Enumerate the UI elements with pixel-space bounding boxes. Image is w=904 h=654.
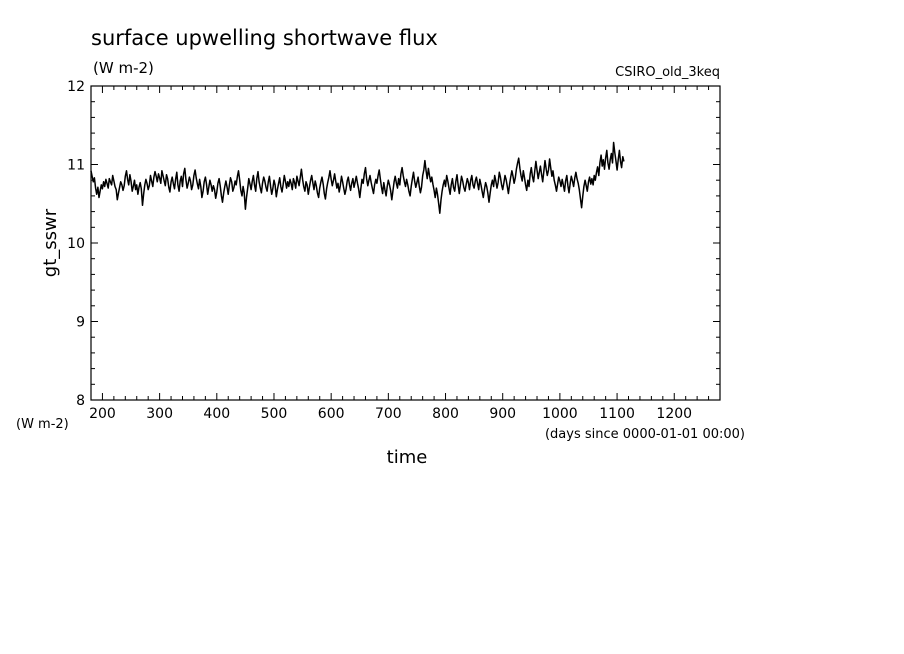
axis-tick-labels: 200 300 400 500 600 700 800 900 1000 1100 1200 8 9 10… xyxy=(67,79,692,422)
x-tick-label: 400 xyxy=(203,406,230,422)
x-tick-label: 200 xyxy=(89,406,116,422)
x-tick-label: 1100 xyxy=(599,406,635,422)
x-axis-label: time xyxy=(387,447,428,468)
x-tick-label: 600 xyxy=(318,406,345,422)
x-tick-label: 800 xyxy=(432,406,459,422)
x-tick-label: 500 xyxy=(261,406,288,422)
x-tick-label: 300 xyxy=(146,406,173,422)
y-tick-label: 8 xyxy=(76,393,85,409)
y-tick-label: 11 xyxy=(67,158,85,174)
axis-ticks xyxy=(90,85,721,401)
y-tick-label: 10 xyxy=(67,236,85,252)
y-tick-label: 9 xyxy=(76,315,85,331)
x-tick-label: 700 xyxy=(375,406,402,422)
chart-title: surface upwelling shortwave flux xyxy=(91,26,438,50)
x-axis-units: (days since 0000-01-01 00:00) xyxy=(545,427,745,442)
plot-frame xyxy=(90,85,721,401)
x-tick-label: 1000 xyxy=(542,406,578,422)
dataset-label: CSIRO_old_3keq xyxy=(615,65,720,80)
y-axis-units: (W m-2) xyxy=(16,417,69,432)
y-axis-label: gt_sswr xyxy=(40,208,61,277)
chart-subtitle-units: (W m-2) xyxy=(93,59,154,77)
y-tick-label: 12 xyxy=(67,79,85,95)
x-tick-label: 900 xyxy=(489,406,516,422)
x-tick-label: 1200 xyxy=(656,406,692,422)
series-line-gt-sswr xyxy=(90,141,625,214)
